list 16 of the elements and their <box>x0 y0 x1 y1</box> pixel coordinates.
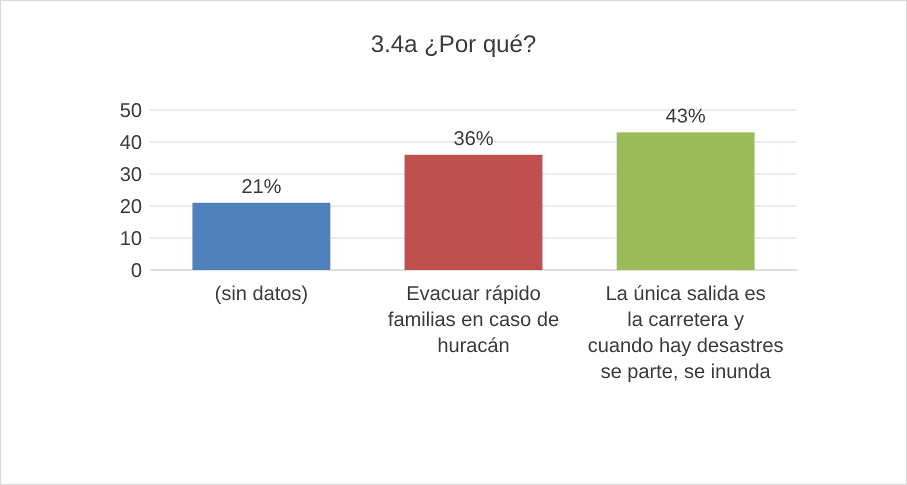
y-tick-label: 50 <box>120 100 142 122</box>
chart-title: 3.4a ¿Por qué? <box>370 31 536 58</box>
y-tick-label: 0 <box>130 260 142 282</box>
bar <box>404 154 542 270</box>
y-tick-label: 10 <box>120 228 142 250</box>
y-tick-label: 40 <box>120 132 142 154</box>
x-tick-label: Evacuar rápido familias en caso de huracán <box>388 283 560 357</box>
data-label: 21% <box>241 176 282 198</box>
bar <box>192 202 330 270</box>
y-tick-label: 20 <box>120 196 142 218</box>
data-label: 43% <box>666 105 706 128</box>
data-label: 36% <box>453 128 494 150</box>
x-tick-label: La única salida es la carretera y cuando hay desastres se parte, se inunda <box>588 283 784 383</box>
y-tick-label: 30 <box>120 164 142 186</box>
bar <box>616 132 755 270</box>
x-tick-label: (sin datos) <box>214 283 308 305</box>
